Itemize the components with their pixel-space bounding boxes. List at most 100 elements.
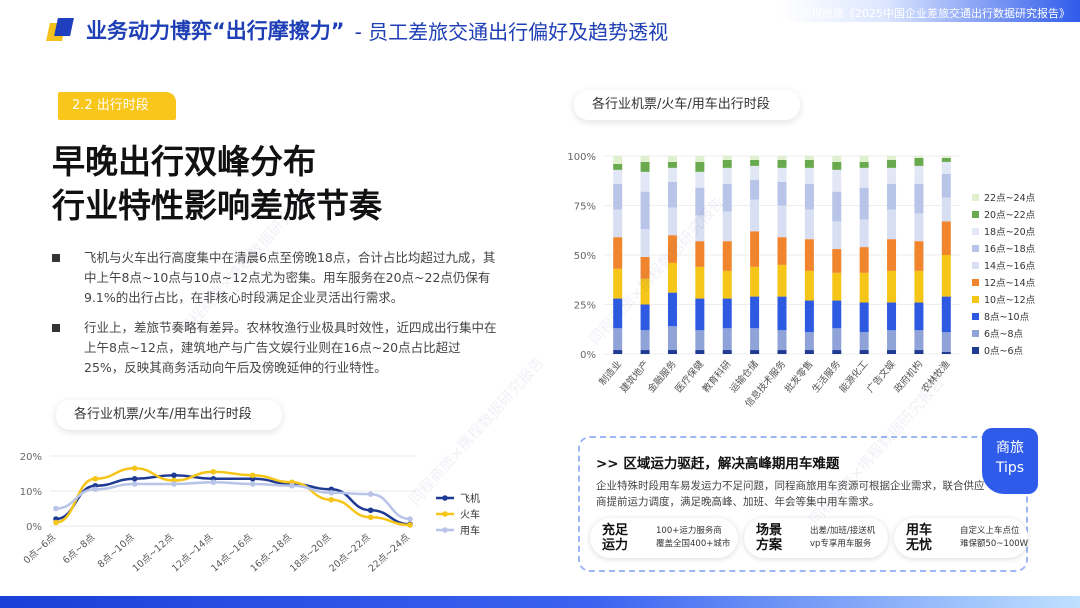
legend-marker	[442, 495, 448, 501]
y-tick-label: 20%	[20, 452, 42, 463]
bar-segment	[667, 235, 677, 263]
bar-segment	[859, 219, 869, 248]
pill-value: 出差/加班/接送机 vp专享用车服务	[800, 525, 875, 551]
bar-segment	[722, 211, 732, 242]
bar-segment	[859, 272, 869, 303]
bar-segment	[914, 302, 924, 331]
pill-value-line: 自定义上车点位	[960, 526, 1020, 536]
bar-segment	[804, 239, 814, 271]
legend-label: 8点~10点	[984, 312, 1030, 323]
bar-segment	[887, 270, 897, 303]
bar-segment	[777, 330, 787, 351]
data-point	[92, 475, 99, 482]
bar-segment	[941, 197, 951, 222]
bar-segment	[667, 207, 677, 236]
x-tick-label: 农林牧渔	[919, 358, 953, 395]
bar-segment	[914, 156, 924, 158]
bar-segment	[941, 156, 951, 158]
bar-segment	[777, 181, 787, 206]
bar-segment	[613, 209, 623, 238]
bar-segment	[777, 264, 787, 297]
bar-segment	[804, 270, 814, 301]
bar-segment	[804, 332, 814, 351]
bar-segment	[750, 296, 760, 329]
bar-segment	[832, 156, 842, 162]
tips-pill: 场景 方案 出差/加班/接送机 vp专享用车服务	[744, 518, 888, 558]
y-tick-label: 75%	[574, 202, 596, 213]
bar-segment	[695, 171, 705, 188]
legend-swatch	[972, 262, 979, 269]
bar-segment	[640, 278, 650, 305]
bar-segment	[887, 183, 897, 210]
bullet-text: 行业上，差旅节奏略有差异。农林牧渔行业极具时效性，近四成出行集中在上午8点~12…	[84, 320, 497, 375]
bar-segment	[804, 350, 814, 354]
data-point	[249, 481, 256, 487]
tips-pill: 用车 无忧 自定义上车点位 难保额50~100W	[894, 518, 1028, 558]
bar-segment	[859, 350, 869, 354]
bar-segment	[777, 237, 787, 265]
data-point	[131, 465, 138, 472]
bar-segment	[695, 241, 705, 267]
data-point	[407, 516, 413, 522]
y-tick-label: 0%	[26, 522, 42, 533]
bar-segment	[859, 167, 869, 188]
bar-segment	[640, 330, 650, 351]
bar-segment	[914, 270, 924, 303]
brand-logo-icon	[46, 17, 74, 43]
top-stripe	[780, 0, 1080, 22]
data-point	[53, 519, 59, 526]
bar-segment	[914, 330, 924, 351]
bar-segment	[887, 159, 897, 168]
bar-segment	[722, 183, 732, 212]
x-tick-label: 20点~22点	[327, 532, 373, 575]
stacked-bar-chart: 0%25%50%75%100%制造业建筑地产金融服务医疗保健教育科研运输仓储信息…	[567, 152, 1035, 410]
bar-segment	[750, 266, 760, 297]
bar-segment	[941, 157, 951, 162]
bar-segment	[941, 332, 951, 353]
page-title: 业务动力博弈“出行摩擦力”	[86, 19, 345, 43]
bar-segment	[832, 300, 842, 329]
bar-segment	[750, 350, 760, 354]
data-point	[92, 486, 99, 493]
data-point	[171, 472, 177, 479]
bar-segment	[613, 183, 623, 210]
bar-segment	[832, 161, 842, 170]
section-tag: 2.2 出行时段	[58, 92, 176, 120]
bar-segment	[722, 156, 732, 160]
bar-segment	[613, 298, 623, 329]
bar-segment	[613, 268, 623, 299]
y-tick-label: 100%	[567, 152, 596, 163]
line-chart-title: 各行业机票/火车/用车出行时段	[56, 400, 282, 430]
pill-key: 充足 运力	[602, 523, 646, 553]
data-point	[407, 522, 413, 528]
legend-marker	[442, 511, 448, 517]
data-point	[367, 491, 374, 497]
bar-segment	[832, 272, 842, 301]
bar-segment	[859, 187, 869, 220]
bar-segment	[613, 163, 623, 170]
bar-segment	[941, 221, 951, 255]
bullet-item: 行业上，差旅节奏略有差异。农林牧渔行业极具时效性，近四成出行集中在上午8点~12…	[52, 318, 497, 378]
bar-segment	[859, 161, 869, 168]
legend-swatch	[972, 347, 979, 354]
bar-segment	[750, 165, 760, 180]
data-point	[367, 514, 374, 521]
bar-segment	[667, 167, 677, 182]
legend-label: 火车	[460, 508, 480, 521]
bar-segment	[887, 302, 897, 331]
data-point	[131, 481, 138, 487]
x-tick-label: 18点~20点	[288, 532, 334, 575]
bar-segment	[859, 247, 869, 273]
bar-segment	[640, 161, 650, 172]
bar-segment	[722, 328, 732, 351]
headline-line-2: 行业特性影响差旅节奏	[52, 186, 382, 225]
tips-badge-line-1: 商旅	[996, 440, 1024, 456]
bar-segment	[667, 292, 677, 327]
legend-label: 0点~6点	[984, 346, 1024, 357]
bar-segment	[832, 169, 842, 192]
legend-swatch	[972, 245, 979, 252]
bar-segment	[804, 156, 814, 160]
bar-segment	[613, 328, 623, 351]
bar-segment	[804, 159, 814, 168]
x-tick-label: 10点~12点	[131, 532, 177, 575]
